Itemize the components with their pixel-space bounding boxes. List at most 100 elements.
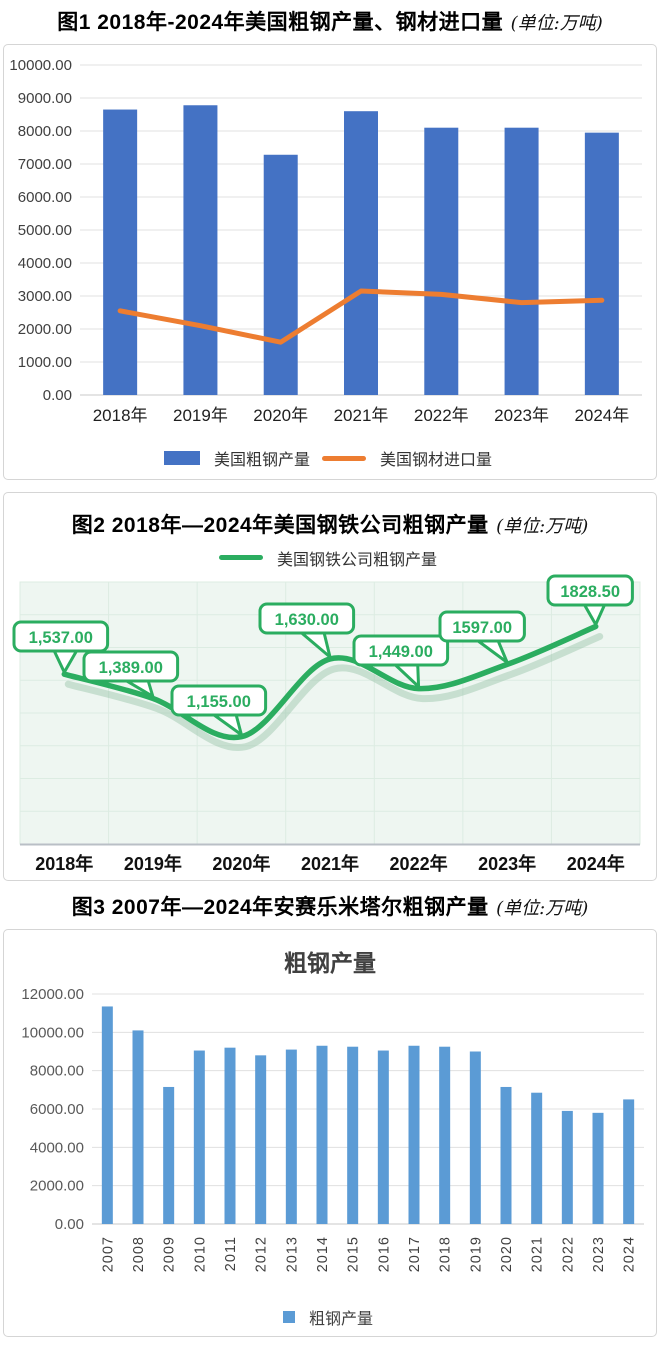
bar-2024: [623, 1099, 635, 1224]
bar-2022年: [424, 127, 459, 396]
legend-label-crude-steel: 粗钢产量: [308, 1310, 373, 1328]
bar-2008: [132, 1030, 144, 1224]
svg-text:5000.00: 5000.00: [18, 222, 72, 239]
fig1-bars: [103, 105, 619, 396]
fig3-bars: [101, 1006, 635, 1224]
svg-text:2021年: 2021年: [301, 853, 359, 874]
fig2-line: [61, 623, 599, 740]
callout-2018年: [12, 620, 110, 652]
svg-text:2010: 2010: [192, 1236, 208, 1272]
svg-text:0.00: 0.00: [43, 387, 72, 404]
bar-2014: [316, 1045, 328, 1224]
svg-text:2023年: 2023年: [494, 406, 549, 425]
figure2-unit: (单位:万吨): [496, 516, 589, 538]
svg-text:2018年: 2018年: [93, 406, 148, 425]
svg-text:0.00: 0.00: [55, 1216, 84, 1233]
callout-2023年: [438, 610, 526, 642]
svg-text:2018: 2018: [438, 1236, 454, 1272]
svg-text:2020年: 2020年: [212, 853, 270, 874]
bar-2020: [500, 1086, 512, 1224]
svg-text:2019年: 2019年: [173, 406, 228, 425]
svg-text:2024年: 2024年: [567, 853, 625, 874]
svg-text:1828.50: 1828.50: [560, 583, 620, 601]
figure3-panel: 粗钢产量 0.00 2000.00 4000.00 6000.00 8000.00 100…: [3, 928, 657, 1337]
bar-swatch-icon: [163, 451, 200, 466]
bar-2007: [101, 1006, 113, 1224]
fig2-line-shadow: [64, 632, 604, 751]
figure3-title: 图3 2007年—2024年安赛乐米塔尔粗钢产量: [71, 895, 489, 919]
callout-2024年: [546, 574, 634, 606]
svg-text:2000.00: 2000.00: [18, 321, 72, 338]
bar-2024年: [584, 132, 619, 396]
line-swatch-icon: [218, 555, 263, 560]
svg-text:3000.00: 3000.00: [18, 288, 72, 305]
bar-2021: [531, 1092, 543, 1224]
figure1-heading: 图1 2018年-2024年美国粗钢产量、钢材进口量 (单位:万吨): [0, 0, 660, 42]
fig1-import-line: [117, 288, 605, 345]
svg-text:1,155.00: 1,155.00: [187, 693, 251, 711]
callout-2020年: [170, 684, 268, 716]
svg-text:6000.00: 6000.00: [18, 189, 72, 206]
svg-text:2020年: 2020年: [253, 406, 308, 425]
svg-text:2022年: 2022年: [390, 853, 448, 874]
figure3-heading: 图3 2007年—2024年安赛乐米塔尔粗钢产量 (单位:万吨): [0, 881, 660, 927]
bar-2020年: [263, 155, 298, 396]
svg-text:2022年: 2022年: [414, 406, 469, 425]
svg-text:2015: 2015: [346, 1236, 362, 1272]
svg-text:2014: 2014: [315, 1236, 331, 1272]
figure2-chart: 1,537.00 1,389.00 1,155.00 1,630.00 1,449.00…: [12, 574, 641, 874]
svg-text:2024年: 2024年: [574, 406, 629, 425]
svg-text:2021: 2021: [530, 1236, 546, 1272]
svg-text:2022: 2022: [560, 1236, 576, 1272]
fig3-axes: 0.00 2000.00 4000.00 6000.00 8000.00 10000.00…: [21, 986, 644, 1233]
svg-text:2019年: 2019年: [124, 853, 182, 874]
figure2-title: 图2 2018年—2024年美国钢铁公司粗钢产量: [71, 514, 489, 538]
svg-text:2020: 2020: [499, 1236, 515, 1272]
bar-2022: [561, 1110, 573, 1224]
svg-text:2011: 2011: [223, 1236, 239, 1271]
bar-2015: [347, 1046, 359, 1224]
svg-text:2023年: 2023年: [478, 853, 536, 874]
svg-text:10000.00: 10000.00: [21, 1024, 84, 1041]
figure3-chart: 0.00 2000.00 4000.00 6000.00 8000.00 10000.00…: [21, 986, 644, 1272]
bar-2017: [408, 1045, 420, 1224]
legend-label-imports: 美国钢材进口量: [380, 452, 493, 470]
line-swatch-icon: [322, 455, 366, 461]
svg-text:7000.00: 7000.00: [18, 156, 72, 173]
bar-2013: [285, 1049, 297, 1224]
svg-text:1,389.00: 1,389.00: [99, 659, 163, 677]
svg-text:2013: 2013: [284, 1236, 300, 1272]
svg-text:2016: 2016: [376, 1236, 392, 1272]
bar-2023年: [504, 127, 539, 396]
fig2-data-labels: 1,537.00 1,389.00 1,155.00 1,630.00 1,449.00…: [12, 574, 634, 736]
svg-text:2021年: 2021年: [334, 406, 389, 425]
figure3-unit: (单位:万吨): [496, 897, 589, 919]
svg-text:6000.00: 6000.00: [30, 1101, 84, 1118]
legend-label-ussteel: 美国钢铁公司粗钢产量: [276, 551, 437, 569]
svg-text:1,449.00: 1,449.00: [369, 643, 433, 661]
svg-text:2008: 2008: [131, 1236, 147, 1272]
callout-2022年: [352, 634, 450, 666]
bar-2016: [377, 1050, 389, 1224]
figure1-panel: 0.00 1000.00 2000.00 3000.00 4000.00 5000.00 6…: [3, 44, 657, 481]
svg-text:9000.00: 9000.00: [18, 90, 72, 107]
square-swatch-icon: [282, 1310, 295, 1323]
svg-text:2018年: 2018年: [35, 853, 93, 874]
bar-2023: [592, 1112, 604, 1224]
figure2-legend: 美国钢铁公司粗钢产量: [4, 542, 656, 574]
svg-text:2012: 2012: [254, 1236, 270, 1272]
svg-text:2019: 2019: [468, 1236, 484, 1272]
bar-2018年: [103, 109, 138, 396]
svg-text:8000.00: 8000.00: [18, 123, 72, 140]
svg-text:2007: 2007: [100, 1236, 116, 1272]
bar-2019年: [183, 105, 218, 396]
svg-text:2023: 2023: [591, 1236, 607, 1272]
bar-2018: [439, 1046, 451, 1224]
bar-2011: [224, 1047, 236, 1224]
legend-label-production: 美国粗钢产量: [213, 452, 310, 470]
bar-2021年: [344, 111, 378, 396]
bar-2009: [163, 1086, 175, 1224]
figure2-panel: 图2 2018年—2024年美国钢铁公司粗钢产量 (单位:万吨) 美国钢铁公司粗…: [3, 492, 657, 881]
bar-2012: [255, 1055, 267, 1224]
